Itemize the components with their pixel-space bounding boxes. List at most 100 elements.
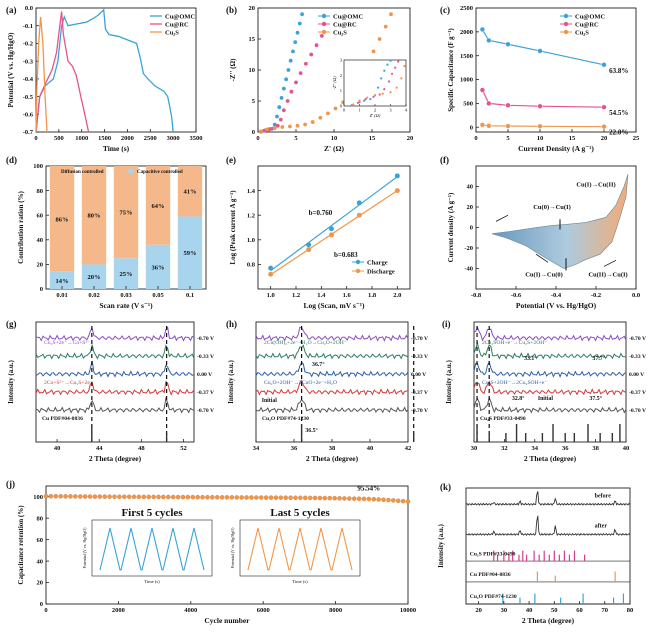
panel-c: 0 5 10 15 20 25 0 500 1000 1500 2000 2500 Current De… [440,5,640,153]
panel-b-point [288,124,292,129]
panel-b-point [286,68,291,72]
x-tick-label: 0.01 [56,292,67,299]
panel-e-annotation: b=0.760 [309,209,333,217]
x-axis-label: 2 Theta (degree) [89,454,142,463]
panel-c-point [537,123,543,129]
panel-j-point [405,499,411,504]
panel-b-inset-point [387,80,391,83]
y-tick-label: -0.2 [23,41,33,48]
panel-b-point [300,12,304,17]
panel-b-inset-point [395,86,398,89]
panel-j-point [234,495,240,500]
y-tick-label: -0.7 [23,129,34,136]
y-tick-label: 0 [470,225,473,232]
potential-label: -0.33 V [411,354,428,360]
panel-j-point [161,494,166,500]
x-tick-label: 2000 [112,607,125,614]
panel-j-point [322,495,328,501]
panel-j-inset-curve [247,527,353,571]
panel-b-point [297,21,302,26]
x-tick-label: 40 [54,445,61,452]
cv-arrow [495,214,509,222]
reaction-label: 2Cu(OH)₂+2e⁻+H₂O→Cu₂O+2OH⁻ [264,339,347,346]
x-tick-label: 10 [537,135,544,142]
panel-j-point [200,494,205,500]
panel-b-inset-point [383,69,386,72]
panel-j-point [43,493,49,499]
x-tick-label: 0 [44,607,47,614]
x-tick-label: 60 [576,607,583,614]
y-tick-label: 10 [249,67,256,74]
y-tick-label: 20 [37,262,44,269]
xrd-trace [35,396,195,414]
panel-b-point [281,86,286,91]
plot-frame [475,7,637,133]
panel-b-point [259,129,263,134]
diffusion-bar-label: 80% [88,213,101,220]
x-axis-label: Cycle number [204,616,250,625]
y-axis-label: Current density (A g⁻¹) [447,192,455,262]
panel-k: 20 30 40 50 60 70 80 2 Theta (degree) Intensity … [437,482,633,625]
panel-b-inset-point [364,98,367,101]
x-tick-label: 40 [367,445,374,452]
panel-b-point [389,12,393,17]
potential-label: -0.33 V [197,354,214,360]
panel-j-point [73,494,78,499]
panel-j-point [293,495,298,501]
potential-label: -0.37 V [411,390,428,396]
x-tick-label: 0 [474,135,477,142]
reaction-label: Cu₂S+2e⁻→Cu+S²⁻ [44,340,90,346]
panel-c-retention-label: 63.8% [609,67,628,75]
panel-j-inset-ylabel: Potential (V vs. Hg/HgO) [230,527,235,569]
panel-b-point [279,96,284,100]
y-axis-label: Intensity (a.u.) [445,359,453,403]
x-tick-label: 15 [569,135,576,142]
panel-b-point [291,49,295,54]
panel-b-point [280,125,285,129]
legend-label: Cu₂S [165,29,179,36]
panel-c-retention-label: 22.0% [609,129,628,137]
panel-b-point [285,99,290,103]
potential-label: -0.70 V [197,408,214,414]
reaction-label: Cu₂O+2OH⁻→2CuO+2e⁻+H₂O [264,380,337,386]
panel-j-point [351,496,357,501]
panel-b-inset-point [394,66,397,69]
panel-j-point [122,494,127,500]
peak-label: 36.5° [305,427,318,434]
panel-j-point [391,498,396,503]
xrd-trace [473,380,627,396]
potential-label: 0.00 V [629,372,644,378]
reaction-label: Cu₂S+2OH⁻→2Cu₂SOH+e⁻ [482,380,547,386]
cv-arrow [535,253,549,263]
legend-label: Cu@RC [333,21,357,28]
y-tick-label: 20 [467,204,474,211]
inset-y-tick-label: 3 [340,58,343,63]
panel-j-point [112,494,117,499]
panel-c-series-line [482,124,605,128]
diffusion-bar-label: 86% [56,216,69,223]
x-tick-label: 70 [602,607,609,614]
panel-e-fit-line [270,190,398,276]
x-tick-label: 44 [96,445,103,452]
y-tick-label: 1.2 [247,212,255,219]
panel-c-point [537,48,543,54]
y-tick-label: 100 [33,163,43,170]
panel-j-point [58,494,63,499]
xrd-trace [255,398,409,414]
panel-d: 0 20 40 60 80 100 Scan rate (V s⁻¹) Contributio… [6,155,207,310]
panel-c-point [601,62,607,68]
x-tick-label: 1.2 [292,292,300,299]
panel-j-point [214,495,220,500]
plot-frame [257,165,411,290]
panel-c-retention-label: 54.5% [609,109,628,117]
panel-b-point [371,49,376,54]
x-tick-label: 15 [369,135,376,142]
y-axis-label: Specific Capacitance (F g⁻¹) [447,28,455,112]
panel-e-point [394,173,400,179]
panel-c-point [601,124,607,130]
panel-b-inset-point [358,99,361,102]
panel-j-point [82,494,88,499]
panel-j-point [337,496,342,501]
x-tick-label: -0.2 [591,292,601,299]
